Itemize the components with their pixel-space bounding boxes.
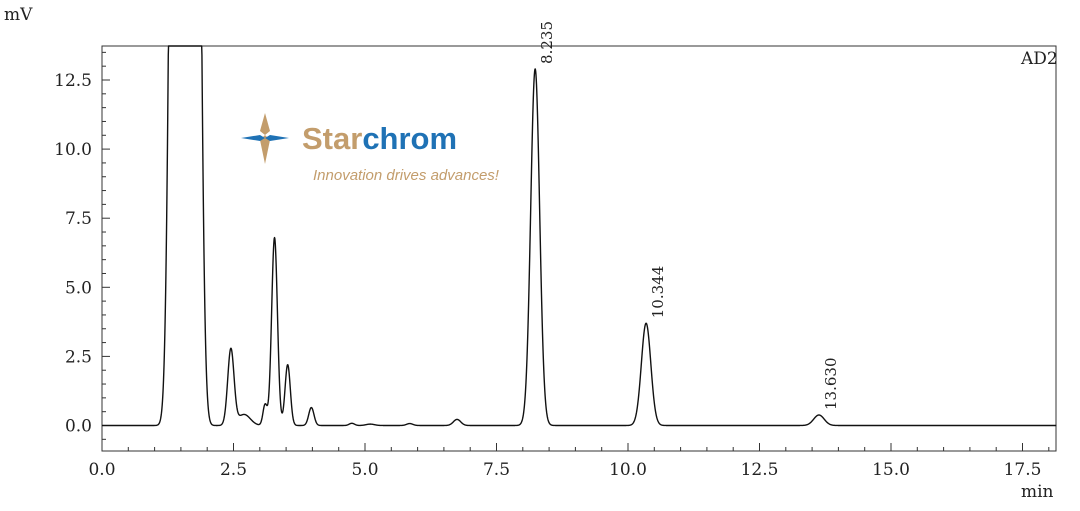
y-tick-label: 7.5 (65, 209, 92, 229)
y-tick-label: 10.0 (54, 140, 92, 160)
y-tick-label: 2.5 (65, 347, 92, 367)
x-tick-label: 0.0 (88, 460, 115, 480)
plot-frame (101, 45, 1057, 452)
x-tick-label: 5.0 (351, 460, 378, 480)
logo-wordmark: Starchrom (302, 121, 457, 156)
y-tick-label: 0.0 (65, 417, 92, 437)
x-tick-label: 2.5 (220, 460, 247, 480)
tick-labels: 0.0 2.5 5.0 7.5 10.0 12.5 15.0 17.5 0.0 2.5 5.0 7.5… (54, 71, 1041, 480)
star-logo-icon (241, 113, 289, 164)
y-unit-label: mV (4, 5, 33, 25)
y-tick-label: 5.0 (65, 278, 92, 298)
y-tick-label: 12.5 (54, 71, 92, 91)
peak-label: 8.235 (538, 21, 556, 64)
peak-label: 13.630 (822, 357, 840, 410)
peak-labels: 8.235 10.344 13.630 (538, 21, 840, 410)
signal-line (101, 45, 1057, 427)
x-tick-label: 7.5 (483, 460, 510, 480)
chromatogram-trace (101, 45, 1057, 427)
x-tick-label: 10.0 (609, 460, 647, 480)
axes-ticks (101, 51, 1050, 451)
peak-label: 10.344 (649, 266, 667, 319)
x-tick-label: 15.0 (872, 460, 910, 480)
x-unit-label: min (1021, 482, 1054, 502)
logo-tagline: Innovation drives advances! (313, 167, 500, 184)
x-tick-label: 17.5 (1004, 460, 1042, 480)
detector-label: AD2 (1020, 49, 1058, 69)
starchrom-logo: Starchrom Innovation drives advances! (241, 113, 500, 184)
x-tick-label: 12.5 (741, 460, 779, 480)
